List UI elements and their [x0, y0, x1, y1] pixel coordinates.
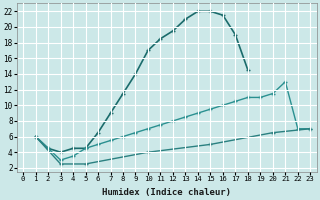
X-axis label: Humidex (Indice chaleur): Humidex (Indice chaleur)	[102, 188, 231, 197]
